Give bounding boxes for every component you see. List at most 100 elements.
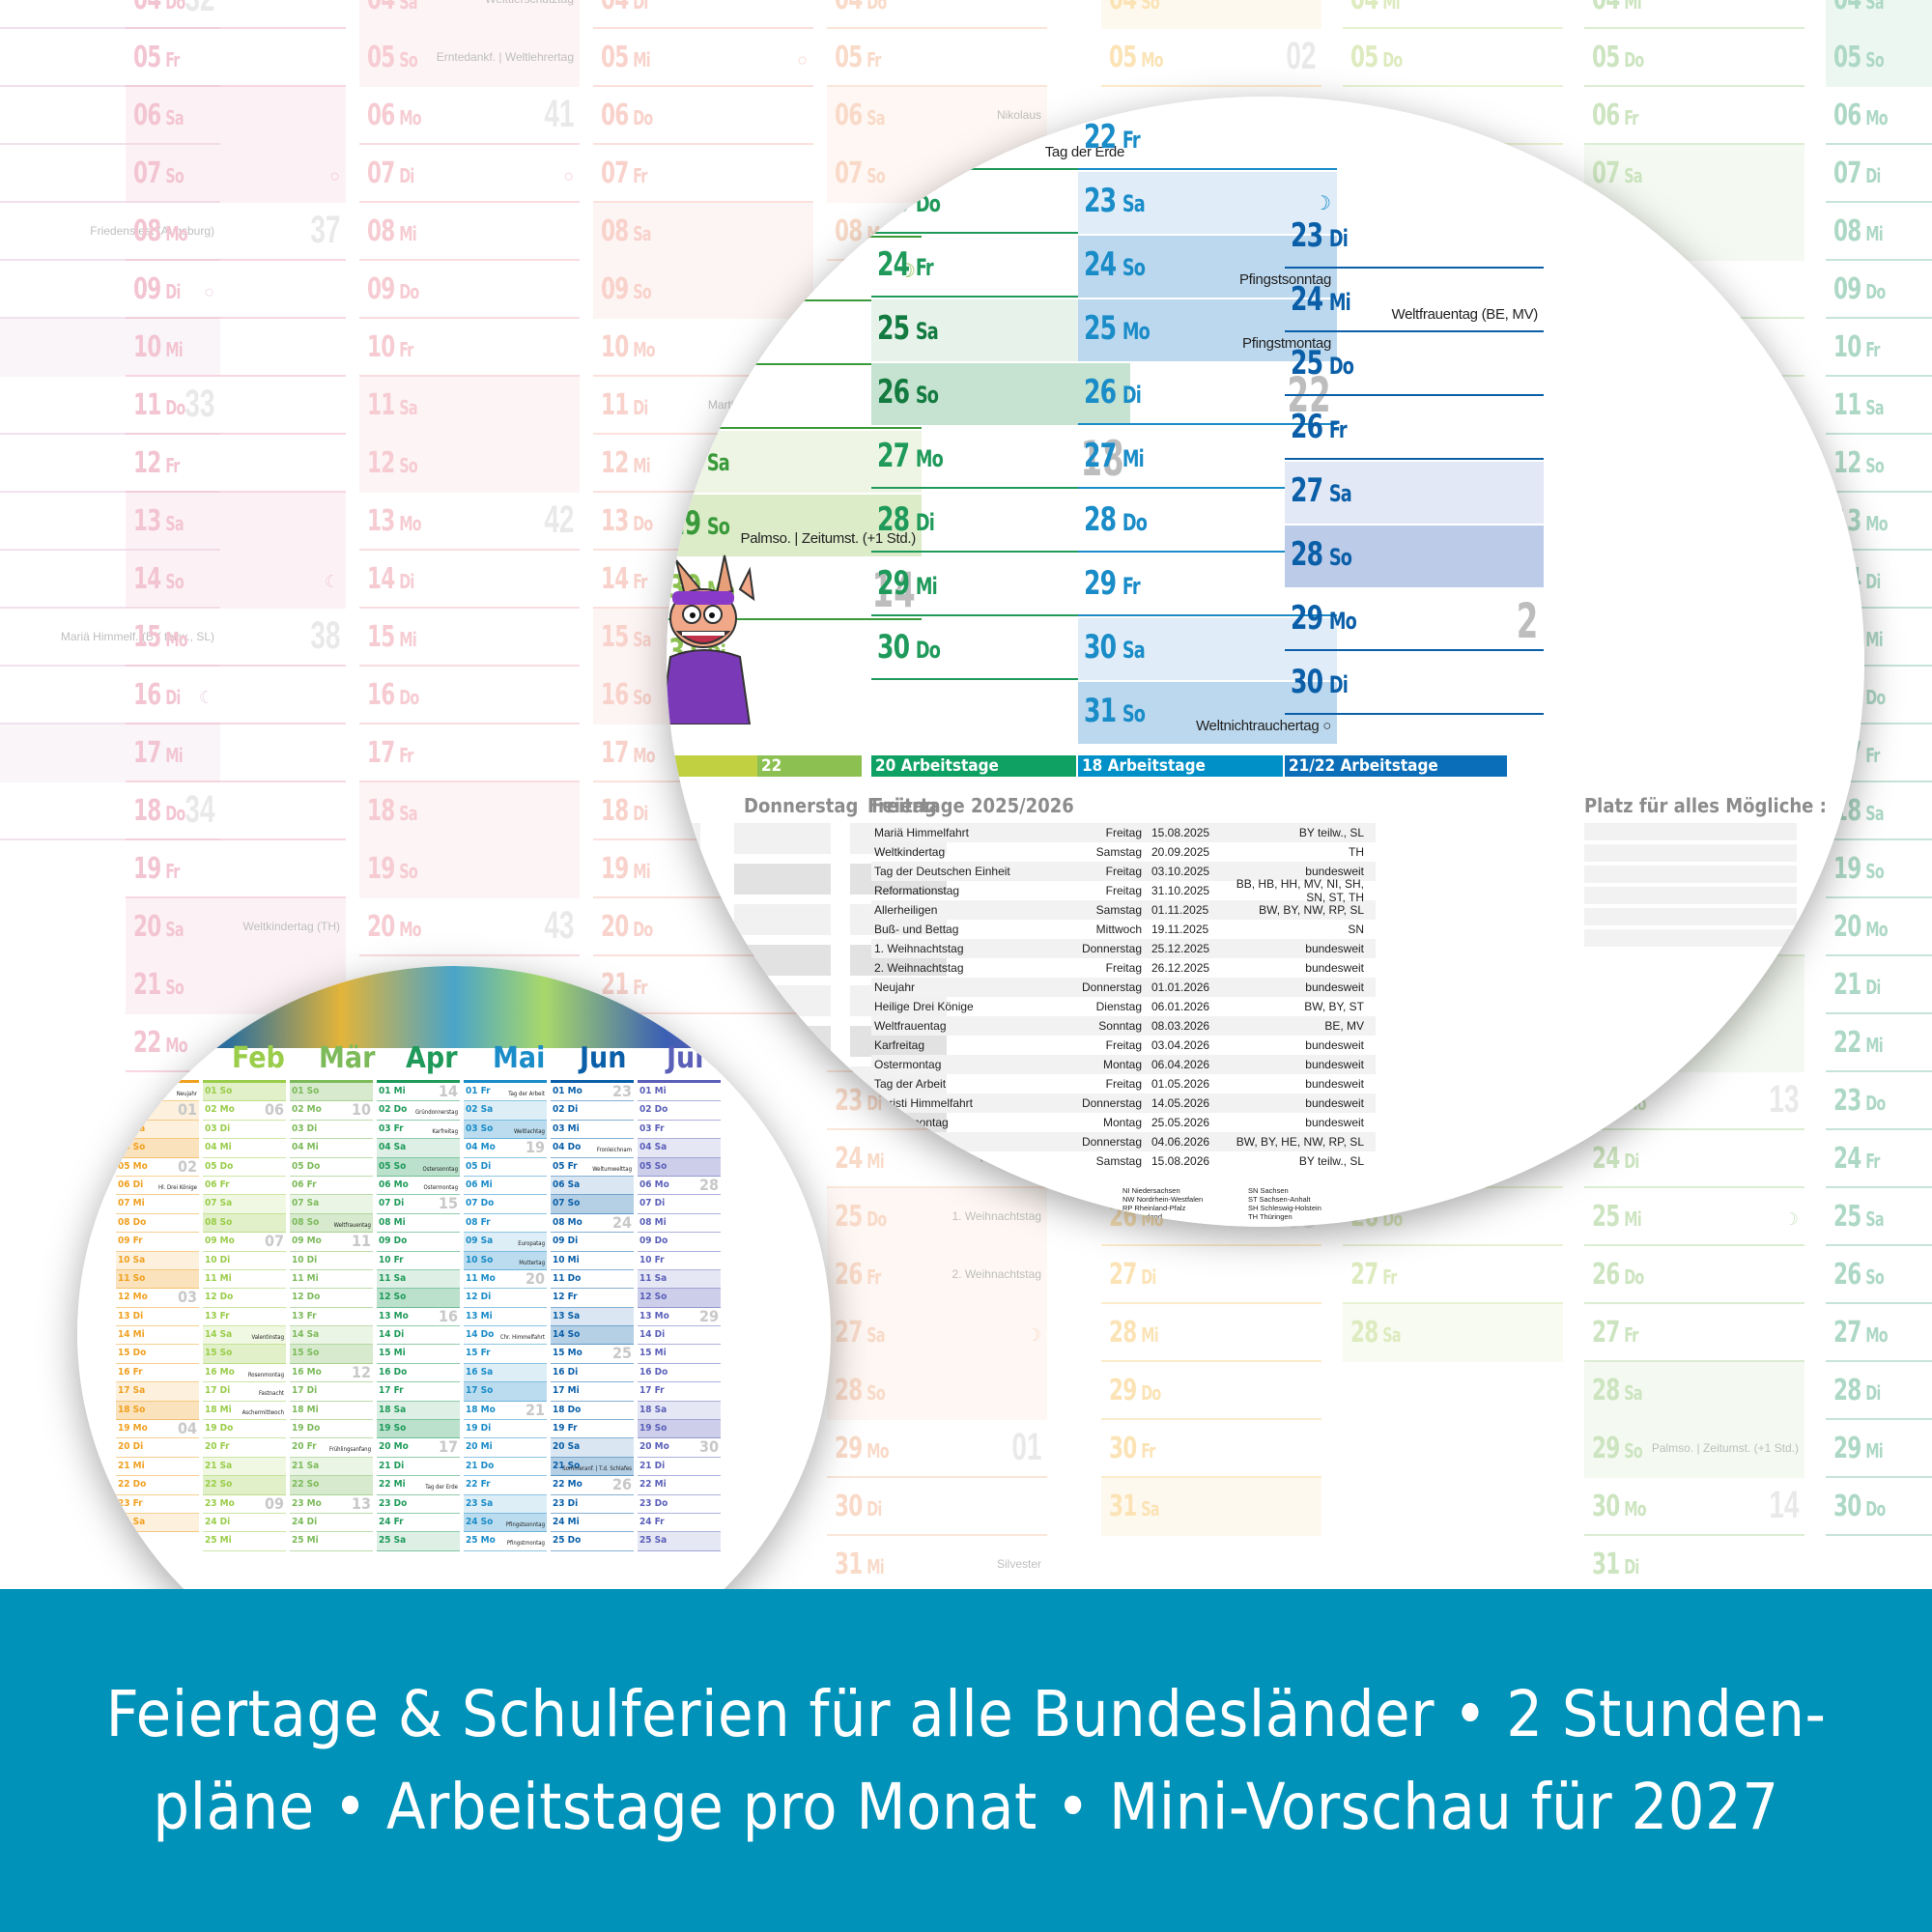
mini-day-label: 21 So bbox=[553, 1460, 581, 1471]
day-label: 25 Sa bbox=[877, 309, 939, 348]
weekday: Di bbox=[633, 802, 648, 825]
day-label: 05 Mi bbox=[601, 41, 651, 74]
weekday: Fr bbox=[867, 48, 881, 71]
mini-day-label: 24 Mi bbox=[553, 1516, 580, 1527]
weekday: Mi bbox=[1865, 222, 1883, 245]
mini-day-label: 03 Fr bbox=[639, 1122, 665, 1134]
holiday-states: BE, MV bbox=[1324, 1019, 1364, 1033]
day-label: 05 Mo bbox=[1109, 41, 1164, 74]
mini-day-label: 03 Di bbox=[292, 1122, 318, 1134]
day-number: 25 bbox=[877, 309, 910, 348]
weekday: Fr bbox=[1865, 1150, 1880, 1173]
day-label: 27 Mi bbox=[1084, 437, 1145, 475]
day-label: 07 Fr bbox=[601, 156, 647, 190]
mini-day-row: 11 Mi bbox=[203, 1270, 286, 1290]
timetable-cell[interactable] bbox=[734, 1066, 831, 1097]
day-number: 14 bbox=[601, 562, 629, 596]
mini-day-label: 11 Do bbox=[553, 1272, 582, 1284]
background-day-row: 25 Mi ☽ bbox=[1584, 1188, 1804, 1246]
mini-day-row: 08 Mi bbox=[638, 1214, 721, 1234]
weekday: Do bbox=[706, 322, 732, 349]
timetable-cell[interactable] bbox=[734, 864, 831, 895]
day-label: 30 Sa bbox=[1084, 628, 1146, 667]
day-label: 04 Do bbox=[133, 0, 185, 16]
weekday: Do bbox=[165, 396, 185, 419]
mini-week-number: 11 bbox=[351, 1232, 371, 1251]
weekday: Di bbox=[633, 396, 648, 419]
mini-day-label: 18 Mi bbox=[205, 1404, 232, 1415]
holiday-date: 03.04.2026 bbox=[1151, 1038, 1210, 1052]
day-label: 19 Mi bbox=[601, 852, 651, 886]
background-day-row: 20 Do bbox=[593, 898, 813, 956]
day-label: 06 Mo bbox=[367, 99, 422, 132]
weekday: Sa bbox=[1624, 1381, 1642, 1405]
background-day-row: 05 So bbox=[1826, 29, 1932, 87]
mini-month-column: 01 So 02 Mo 10 03 Di 04 Mi 05 Do 06 Fr 07 Sa 08 … bbox=[290, 1080, 373, 1551]
day-label: 09 So bbox=[601, 272, 652, 306]
mini-day-row: 19 Mo 04 bbox=[116, 1420, 199, 1439]
holiday-table-row: Karfreitag Freitag 03.04.2026 bundesweit bbox=[871, 1036, 1376, 1055]
day-number: 11 bbox=[367, 388, 395, 422]
background-day-row: 05 Do bbox=[1584, 29, 1804, 87]
timetable-cell[interactable] bbox=[850, 1148, 947, 1179]
mini-day-row: 22 Mo 26 bbox=[551, 1476, 634, 1495]
day-number: 26 bbox=[1833, 1258, 1861, 1292]
timetable-cell[interactable] bbox=[667, 823, 700, 854]
background-day-row: 05 So Erntedankf. | Weltlehrertag bbox=[359, 29, 580, 87]
background-day-row: 29 Mi bbox=[1826, 1420, 1932, 1478]
holiday-name: Weltfrauentag bbox=[874, 1019, 947, 1033]
background-day-row: 05 Do bbox=[1343, 29, 1563, 87]
mini-day-label: 08 Do bbox=[118, 1216, 147, 1228]
holiday-name: Fronleichnam bbox=[874, 1135, 945, 1149]
weekday: Mo bbox=[165, 628, 187, 651]
background-day-row: 05 Fr bbox=[827, 29, 1047, 87]
moon-phase-icon: ○ bbox=[204, 282, 214, 301]
mini-day-label: 02 Sa bbox=[466, 1104, 494, 1116]
mini-day-row: 22 Mi Tag der Erde bbox=[377, 1476, 460, 1495]
mini-day-row: 24 Sa bbox=[116, 1513, 199, 1533]
day-number: 21 bbox=[1833, 968, 1861, 1002]
timetable-cell[interactable] bbox=[667, 904, 700, 935]
mini-day-label: 21 Mi bbox=[118, 1460, 145, 1471]
background-day-row: 25 Sa bbox=[1826, 1188, 1932, 1246]
mini-day-row: 21 Sa bbox=[290, 1457, 373, 1477]
day-number: 31 bbox=[1109, 1490, 1137, 1523]
feiertage-title: Feiertage 2025/2026 bbox=[871, 794, 1074, 817]
weekday: Do bbox=[1624, 48, 1644, 71]
weekday: Do bbox=[1382, 48, 1403, 71]
weekday: Fr bbox=[915, 254, 934, 281]
mini-day-row: 01 Mo 23 bbox=[551, 1083, 634, 1102]
mini-day-row: 12 Do bbox=[203, 1289, 286, 1308]
holiday-table-row: Tag der Arbeit Freitag 01.05.2026 bundeswei… bbox=[871, 1074, 1376, 1094]
mini-day-label: 22 Mi bbox=[379, 1479, 406, 1491]
mini-day-row: 08 Mi bbox=[377, 1214, 460, 1234]
arbeitstage-bar: 20 Arbeitstage bbox=[871, 755, 1076, 777]
weekday: Fr bbox=[1328, 416, 1348, 443]
mini-day-label: 24 Di bbox=[292, 1516, 318, 1527]
day-label: 06 Mo bbox=[1833, 99, 1889, 132]
weekday: Fr bbox=[1122, 573, 1141, 600]
mini-week-number: 09 bbox=[264, 1493, 284, 1513]
mini-day-label: 02 Sa bbox=[118, 1104, 146, 1116]
banner-line-2: pläne • Arbeitstage pro Monat • Mini-Vor… bbox=[153, 1769, 1779, 1844]
weekday: Do bbox=[915, 637, 941, 664]
mini-day-label: 09 Do bbox=[639, 1236, 668, 1247]
holiday-note: 1. Weihnachtstag bbox=[952, 1209, 1041, 1223]
moon-phase-icon: ☾ bbox=[324, 572, 340, 591]
background-day-row: 04 Mi bbox=[1584, 0, 1804, 29]
timetable-cell[interactable] bbox=[667, 864, 700, 895]
weekday: So bbox=[1141, 0, 1159, 14]
holiday-weekday: Donnerstag bbox=[1081, 1096, 1142, 1110]
background-day-row: 09 Do bbox=[1826, 261, 1932, 319]
mini-day-label: 07 Sa bbox=[205, 1198, 233, 1209]
mini-day-row: 12 Mo 03 bbox=[116, 1289, 199, 1308]
timetable-cell[interactable] bbox=[734, 823, 831, 854]
holiday-table-row: Tag der Deutschen Einheit Freitag 03.10.20… bbox=[871, 862, 1376, 881]
background-day-row: 13 Mo 42 bbox=[359, 493, 580, 551]
state-abbreviation: BW Baden-Württemberg bbox=[871, 1186, 951, 1195]
state-abbreviation: TH Thüringen bbox=[1248, 1212, 1293, 1221]
timetable-cell[interactable] bbox=[734, 904, 831, 935]
day-number: 20 bbox=[601, 910, 629, 944]
day-label: 28 Di bbox=[877, 500, 935, 539]
